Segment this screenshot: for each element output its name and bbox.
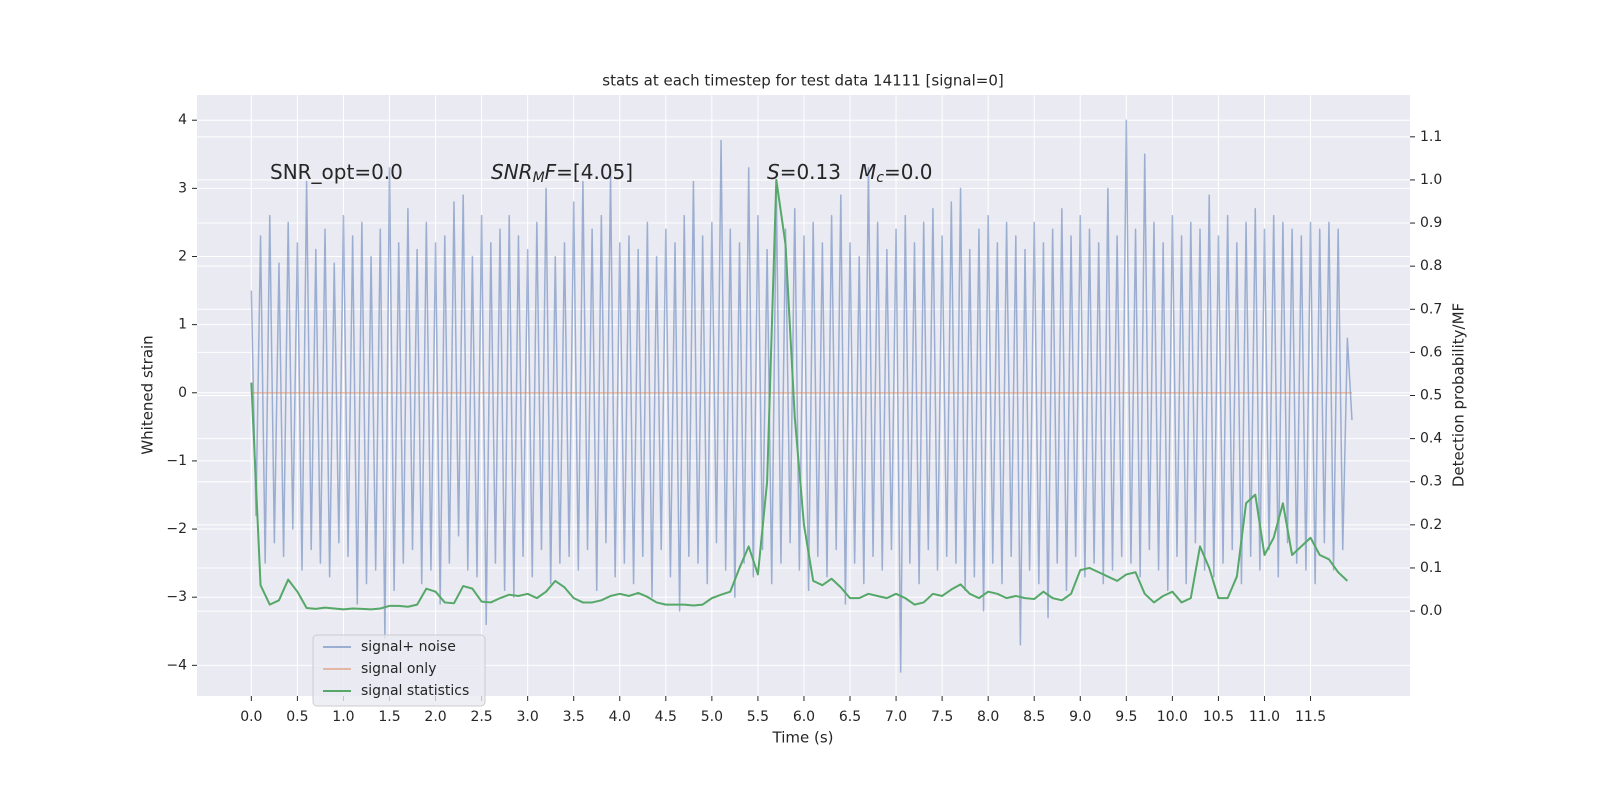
x-tick-label: 0.5 <box>286 709 308 725</box>
y2-axis-label: Detection probability/MF <box>1450 303 1468 487</box>
legend-label: signal statistics <box>361 683 469 699</box>
x-tick-label: 11.0 <box>1249 709 1280 725</box>
annotation-part: M <box>859 160 876 184</box>
x-axis-label: Time (s) <box>772 729 834 747</box>
y-tick-label: −4 <box>166 657 187 673</box>
x-tick-label: 9.0 <box>1069 709 1091 725</box>
x-tick-label: 1.0 <box>332 709 354 725</box>
x-tick-label: 8.5 <box>1023 709 1045 725</box>
y2-tick-label: 1.1 <box>1420 129 1442 145</box>
y-tick-label: 1 <box>178 317 187 333</box>
y2-tick-label: 0.2 <box>1420 517 1442 533</box>
x-tick-label: 0.0 <box>240 709 262 725</box>
y2-tick-label: 0.6 <box>1420 344 1442 360</box>
annotation-part: =0.13 <box>780 160 841 184</box>
annotation: Mc=0.0 <box>859 160 933 187</box>
x-tick-label: 3.0 <box>517 709 539 725</box>
y-tick-label: −1 <box>166 453 187 469</box>
x-tick-label: 3.5 <box>563 709 585 725</box>
marks <box>250 119 1353 673</box>
y2-tick-label: 0.7 <box>1420 301 1442 317</box>
y-axis-label: Whitened strain <box>139 335 157 454</box>
chart-title: stats at each timestep for test data 141… <box>602 72 1003 90</box>
annotation-part: SNR <box>491 160 533 184</box>
x-tick-label: 4.5 <box>655 709 677 725</box>
annotation-part: c <box>876 170 884 186</box>
legend-box <box>312 634 486 707</box>
annotation-part: =[4.05] <box>556 160 633 184</box>
x-tick-label: 9.5 <box>1115 709 1137 725</box>
annotation-part: SNR_opt=0.0 <box>270 160 403 184</box>
legend-label: signal+ noise <box>361 639 456 655</box>
y2-tick-label: 0.9 <box>1420 215 1442 231</box>
annotation: SNRMF=[4.05] <box>491 160 633 187</box>
x-tick-label: 2.0 <box>424 709 446 725</box>
x-tick-label: 8.0 <box>977 709 999 725</box>
x-tick-label: 7.0 <box>885 709 907 725</box>
annotation: SNR_opt=0.0 <box>270 160 403 184</box>
x-tick-label: 1.5 <box>378 709 400 725</box>
y-tick-label: 3 <box>178 180 187 196</box>
annotation-part: S <box>767 160 780 184</box>
x-tick-label: 11.5 <box>1295 709 1326 725</box>
x-tick-label: 6.0 <box>793 709 815 725</box>
y2-tick-label: 1.0 <box>1420 172 1442 188</box>
y2-tick-label: 0.0 <box>1420 603 1442 619</box>
x-tick-label: 7.5 <box>931 709 953 725</box>
annotation-part: =0.0 <box>884 160 933 184</box>
legend-label: signal only <box>361 661 436 677</box>
labels: 0.0 0.5 1.0 1.5 2.0 2.5 3.0 3.5 4.0 4.5 5.0 5.5 6.0 6… <box>166 112 1442 725</box>
y2-tick-label: 0.5 <box>1420 388 1442 404</box>
x-tick-label: 10.5 <box>1203 709 1234 725</box>
y-tick-label: −3 <box>166 589 187 605</box>
series-line <box>250 178 1349 611</box>
y-tick-label: −2 <box>166 521 187 537</box>
series-line <box>250 119 1353 673</box>
x-tick-label: 10.0 <box>1157 709 1188 725</box>
y-tick-label: 0 <box>178 385 187 401</box>
y-tick-label: 4 <box>178 112 187 128</box>
x-tick-label: 2.5 <box>470 709 492 725</box>
annotation-part: F <box>545 160 557 184</box>
x-tick-label: 5.5 <box>747 709 769 725</box>
annotation-part: M <box>533 170 545 186</box>
x-tick-label: 4.0 <box>609 709 631 725</box>
y2-tick-label: 0.4 <box>1420 431 1442 447</box>
x-tick-label: 6.5 <box>839 709 861 725</box>
y2-tick-label: 0.3 <box>1420 474 1442 490</box>
annotation: S=0.13 <box>767 160 841 184</box>
y-tick-label: 2 <box>178 248 187 264</box>
y2-tick-label: 0.8 <box>1420 258 1442 274</box>
x-tick-label: 5.0 <box>701 709 723 725</box>
y2-tick-label: 0.1 <box>1420 560 1442 576</box>
